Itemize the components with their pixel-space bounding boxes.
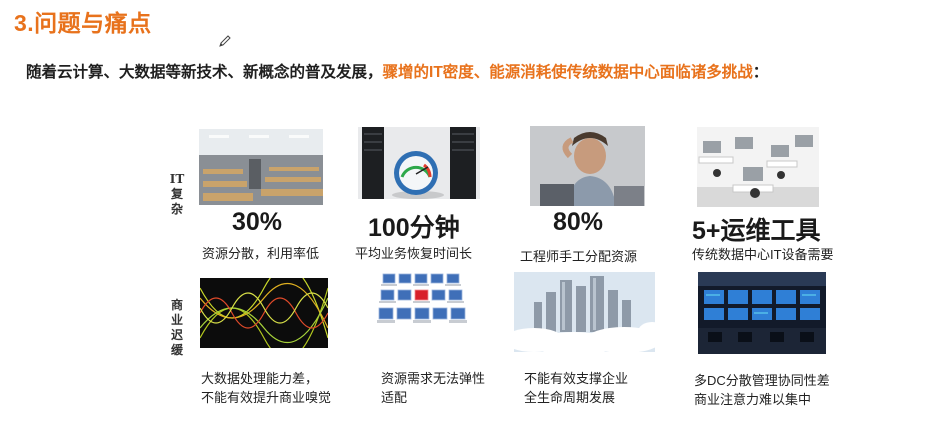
stressed-engineer-photo xyxy=(530,126,645,206)
intro-sentence: 随着云计算、大数据等新技术、新概念的普及发展，骤增的IT密度、能源消耗使传统数据… xyxy=(26,60,936,82)
intro-plain-text: 随着云计算、大数据等新技术、新概念的普及发展， xyxy=(26,64,383,81)
intro-highlight-text: 骤增的IT密度、能源消耗使传统数据中心面临诸多挑战 xyxy=(382,64,753,81)
slide-heading: 3.问题与痛点 xyxy=(14,10,152,36)
city-clouds-photo xyxy=(514,272,655,352)
business-caption-big-data: 大数据处理能力差， 不能有效提升商业嗅觉 xyxy=(201,371,332,405)
control-room-photo xyxy=(698,272,826,354)
row-label-it-complex: IT 复 杂 xyxy=(169,172,185,216)
intro-end-text: ： xyxy=(752,64,769,81)
stat-caption-utilization: 资源分散，利用率低 xyxy=(202,246,320,261)
business-caption-lifecycle: 不能有效支撑企业 全生命周期发展 xyxy=(524,371,629,405)
stat-caption-manual-allocation: 工程师手工分配资源 xyxy=(520,249,638,264)
business-caption-elastic-resources: 资源需求无法弹性 适配 xyxy=(381,371,486,405)
lecture-hall-photo xyxy=(199,129,323,205)
stat-caption-ops-tools: 传统数据中心IT设备需要 xyxy=(692,247,834,262)
pen-cursor-icon xyxy=(219,35,231,47)
stat-caption-recovery-time: 平均业务恢复时间长 xyxy=(355,246,473,261)
stat-value-recovery-time: 100分钟 xyxy=(368,214,460,242)
stat-value-utilization: 30% xyxy=(232,208,283,236)
office-workstations-photo xyxy=(697,127,819,207)
stat-value-manual-allocation: 80% xyxy=(553,208,604,236)
business-caption-multi-dc: 多DC分散管理协同性差 商业注意力难以集中 xyxy=(694,373,830,407)
laptop-grid-photo xyxy=(377,270,475,340)
row-label-business-slow: 商 业 迟 缓 xyxy=(170,298,183,357)
stat-value-ops-tools: 5+运维工具 xyxy=(692,217,821,245)
server-gauge-photo xyxy=(358,127,480,199)
data-waveform-photo xyxy=(200,278,328,348)
